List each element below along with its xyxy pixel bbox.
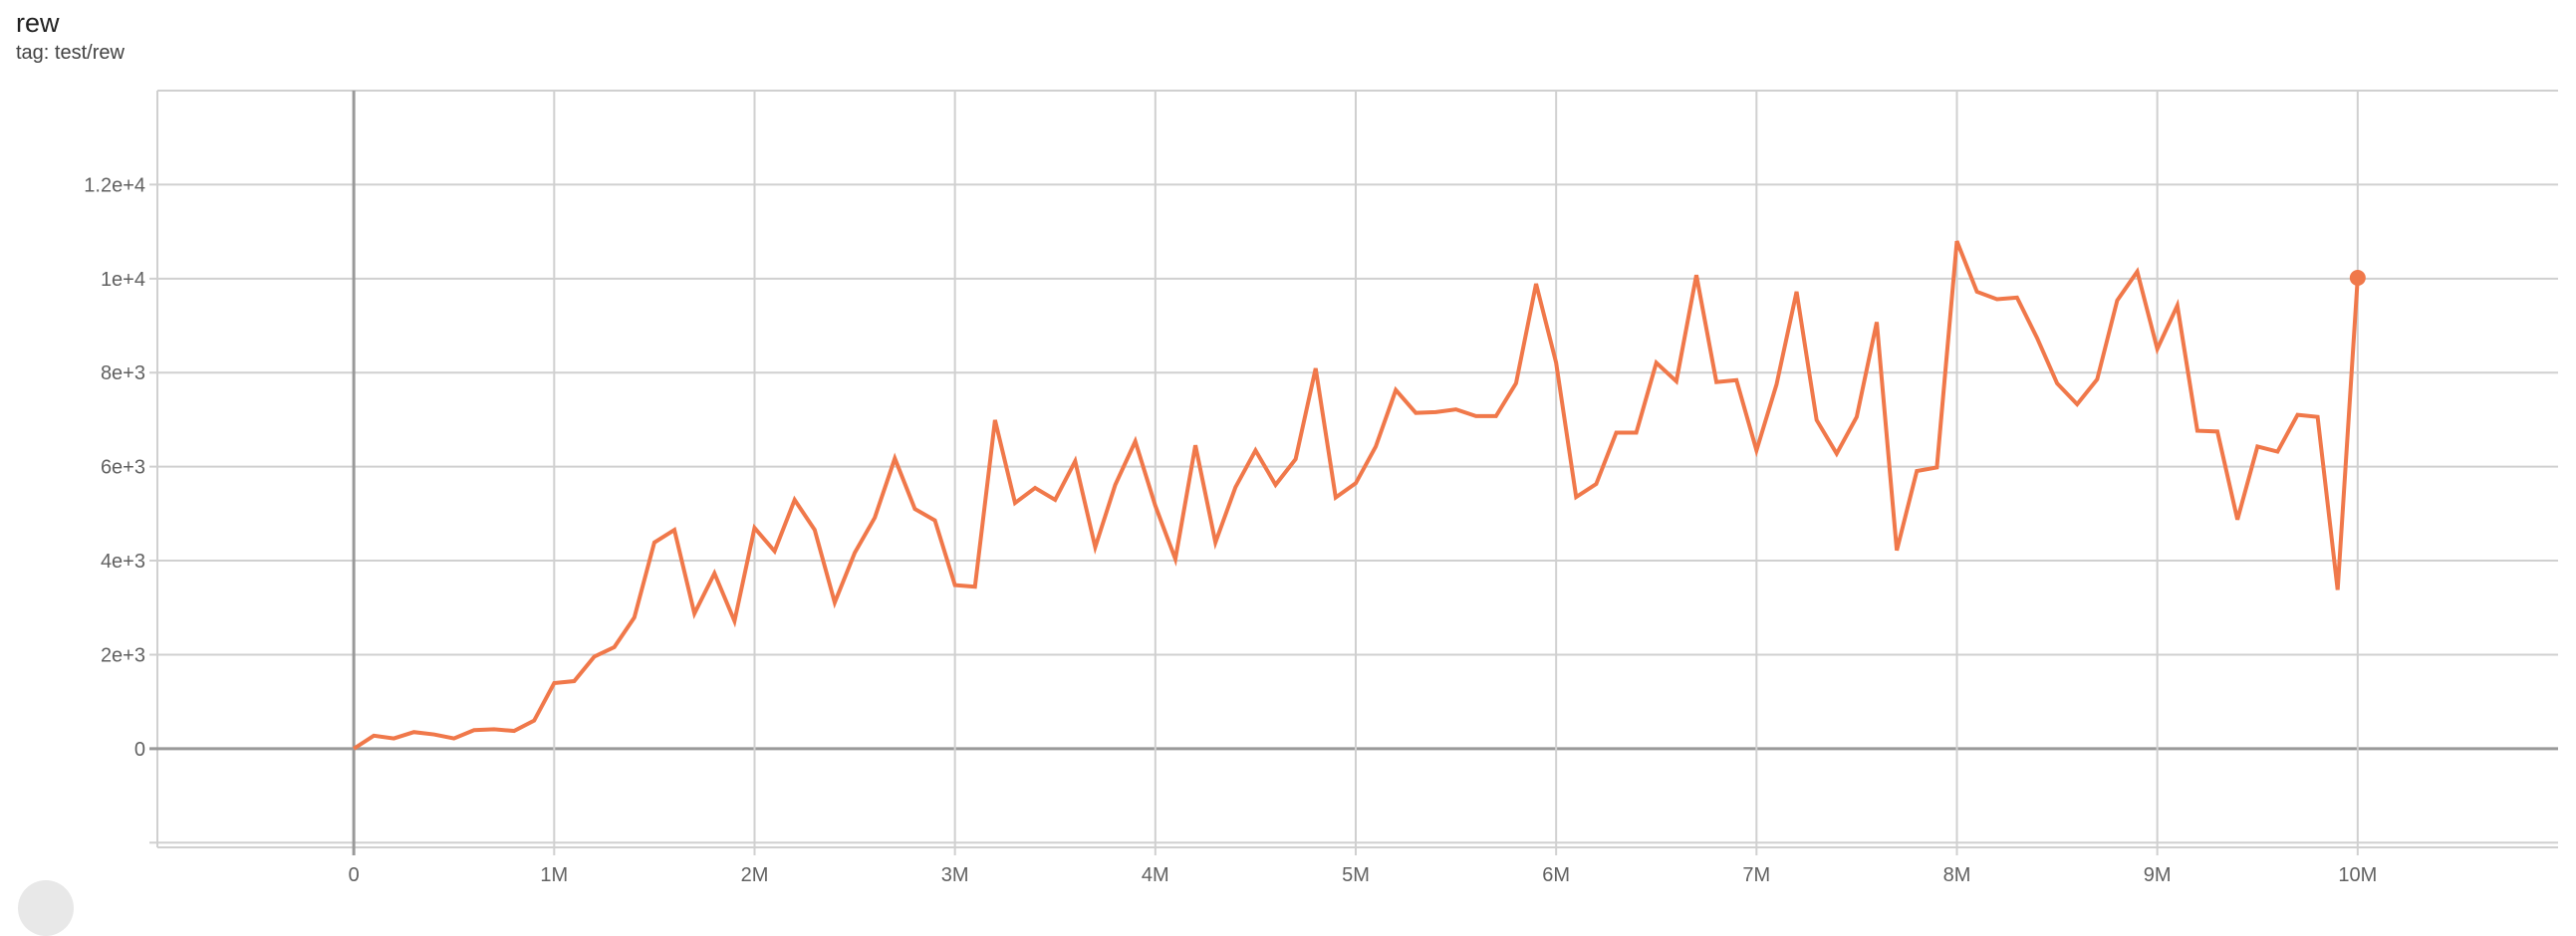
plot-series: [353, 240, 2366, 751]
y-tick-label: 0: [134, 739, 145, 761]
x-tick-label: 0: [349, 864, 360, 886]
chart-subtitle: tag: test/rew: [16, 42, 125, 64]
x-tick-label: 7M: [1742, 864, 1770, 886]
y-tick-label: 1.2e+4: [84, 174, 145, 196]
y-tick-label: 2e+3: [101, 644, 145, 666]
chart-title: rew: [16, 8, 60, 38]
y-tick-label: 4e+3: [101, 551, 145, 573]
y-tick-label: 8e+3: [101, 362, 145, 384]
x-tick-label: 2M: [741, 864, 769, 886]
x-tick-label: 3M: [941, 864, 969, 886]
x-tick-label: 10M: [2338, 864, 2377, 886]
y-tick-label: 6e+3: [101, 457, 145, 479]
x-tick-label: 6M: [1542, 864, 1570, 886]
y-tick-label: 1e+4: [101, 269, 145, 291]
tick-labels: 0 2e+3 4e+3 6e+3 8e+3 1e+4 1.2e+4 0 1M 2M 3M 4M 5M 6M…: [84, 174, 2377, 886]
x-tick-label: 5M: [1342, 864, 1370, 886]
grid: [149, 90, 2558, 855]
x-tick-label: 8M: [1943, 864, 1971, 886]
x-tick-label: 4M: [1142, 864, 1169, 886]
line-chart[interactable]: 0 2e+3 4e+3 6e+3 8e+3 1e+4 1.2e+4 0 1M 2M 3M 4M 5M 6M…: [0, 0, 2576, 894]
last-point-marker: [2349, 270, 2366, 287]
x-tick-label: 1M: [540, 864, 568, 886]
x-tick-label: 9M: [2144, 864, 2172, 886]
series-line: [353, 240, 2360, 751]
fit-domain-button[interactable]: [18, 880, 74, 936]
